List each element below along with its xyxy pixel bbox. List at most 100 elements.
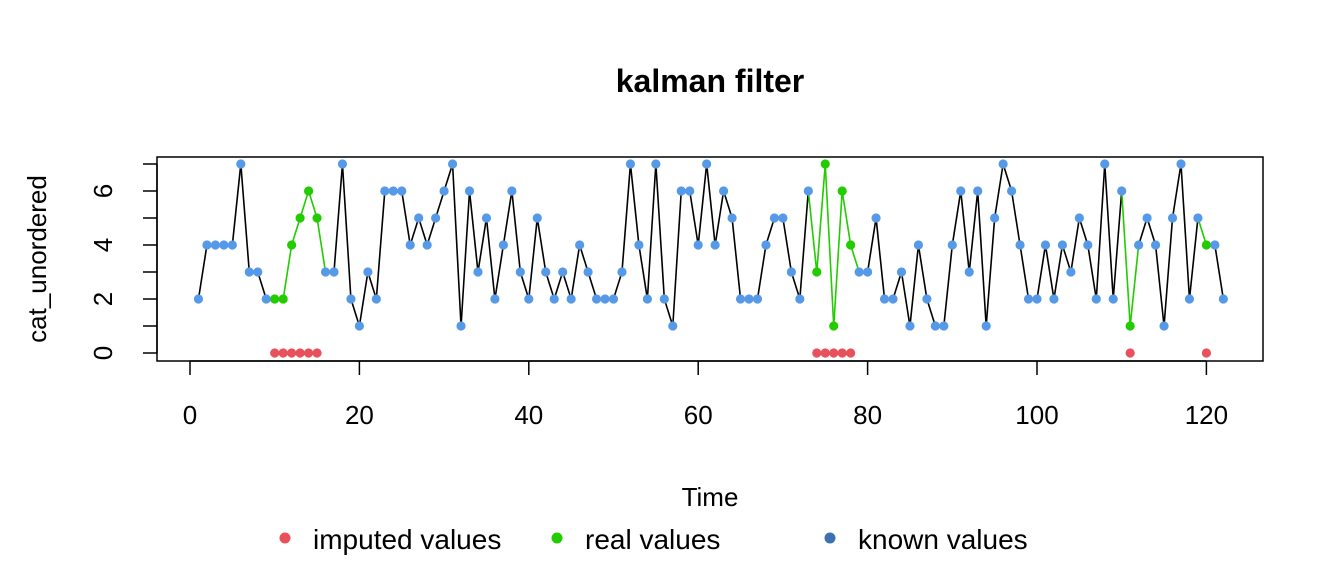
- series-segment: [231, 163, 242, 246]
- real-value-point: [1125, 321, 1135, 331]
- series-segment: [333, 163, 344, 273]
- known-value-point: [1210, 240, 1220, 250]
- known-value-point: [600, 294, 610, 304]
- known-value-point: [388, 186, 398, 196]
- known-value-point: [524, 294, 534, 304]
- known-value-point: [591, 294, 602, 304]
- known-value-point: [1066, 267, 1076, 277]
- imputed-value-point: [278, 348, 288, 358]
- known-value-point: [795, 294, 805, 304]
- real-value-point: [837, 186, 847, 196]
- known-value-point: [202, 240, 212, 250]
- series-segment: [282, 244, 293, 300]
- series-segment: [426, 217, 437, 246]
- real-value-point: [812, 267, 822, 277]
- known-value-point: [634, 240, 644, 250]
- series-segment: [468, 190, 479, 273]
- known-value-point: [863, 267, 873, 277]
- imputed-value-point: [1201, 348, 1211, 358]
- series-segment: [688, 190, 699, 246]
- known-value-point: [1091, 294, 1101, 304]
- known-value-point: [642, 294, 652, 304]
- known-value-point: [905, 321, 915, 331]
- known-value-point: [947, 240, 957, 250]
- real-value-point: [1201, 240, 1211, 250]
- series-segment: [561, 271, 572, 300]
- series-segment: [536, 217, 547, 273]
- known-value-point: [930, 321, 940, 331]
- known-value-point: [1040, 240, 1051, 250]
- known-value-point: [532, 213, 542, 223]
- known-value-point: [964, 267, 974, 277]
- known-value-point: [786, 267, 796, 277]
- series-segment: [1180, 163, 1191, 300]
- legend-label-imputed: imputed values: [313, 524, 501, 555]
- known-value-point: [549, 294, 559, 304]
- series-segment: [629, 163, 640, 246]
- imputed-value-point: [1125, 348, 1135, 358]
- series-segment: [240, 163, 251, 273]
- series-segment: [477, 217, 488, 273]
- x-tick-label: 80: [853, 400, 882, 430]
- known-value-point: [1057, 240, 1068, 250]
- series-segment: [350, 298, 361, 327]
- known-value-point: [1142, 213, 1152, 223]
- series-segment: [926, 298, 937, 327]
- real-value-point: [829, 321, 839, 331]
- series-segment: [494, 244, 505, 300]
- real-value-point: [270, 294, 280, 304]
- y-axis-label: cat_unordered: [22, 175, 52, 343]
- known-value-point: [329, 267, 339, 277]
- known-value-point: [1159, 321, 1169, 331]
- known-value-point: [1150, 240, 1161, 250]
- known-value-point: [668, 321, 678, 331]
- series-segment: [1154, 244, 1165, 327]
- known-value-point: [1006, 186, 1017, 196]
- series-segment: [587, 271, 598, 300]
- y-tick-label: 0: [88, 346, 118, 360]
- series-segment: [815, 163, 827, 273]
- known-value-point: [236, 159, 246, 169]
- known-value-point: [244, 267, 254, 277]
- known-value-point: [744, 294, 754, 304]
- known-value-point: [727, 213, 737, 223]
- known-value-point: [1049, 294, 1059, 304]
- known-value-point: [320, 267, 331, 277]
- x-axis-label: Time: [682, 482, 739, 512]
- series-segment: [612, 271, 623, 300]
- series-segment: [400, 190, 412, 246]
- series-segment: [1163, 217, 1174, 327]
- imputed-value-point: [820, 348, 830, 358]
- known-value-point: [363, 267, 373, 277]
- series-segment: [1129, 244, 1140, 327]
- known-value-point: [854, 267, 864, 277]
- series-segment: [731, 217, 742, 300]
- series-points: [193, 159, 1228, 358]
- series-segment: [714, 190, 725, 246]
- series-segment: [976, 190, 987, 327]
- x-tick-label: 100: [1015, 400, 1058, 430]
- known-value-point: [261, 294, 271, 304]
- series-segment: [892, 271, 903, 300]
- x-tick-label: 20: [345, 400, 374, 430]
- series-segment: [790, 271, 801, 300]
- imputed-value-point: [837, 348, 847, 358]
- series-segment: [841, 190, 852, 246]
- known-value-point: [219, 240, 229, 250]
- known-value-point: [1193, 213, 1203, 223]
- known-value-point: [956, 186, 966, 196]
- known-value-point: [515, 267, 525, 277]
- known-value-point: [210, 240, 221, 250]
- known-value-point: [253, 267, 263, 277]
- series-segment: [705, 163, 716, 246]
- known-value-point: [1108, 294, 1118, 304]
- legend: imputed values real values known values: [279, 524, 1028, 555]
- series-segment: [1044, 244, 1055, 300]
- series-segment: [909, 244, 920, 327]
- known-value-point: [498, 240, 508, 250]
- known-value-point: [558, 267, 568, 277]
- real-value-point: [820, 159, 830, 169]
- legend-label-known: known values: [858, 524, 1028, 555]
- known-value-point: [566, 294, 576, 304]
